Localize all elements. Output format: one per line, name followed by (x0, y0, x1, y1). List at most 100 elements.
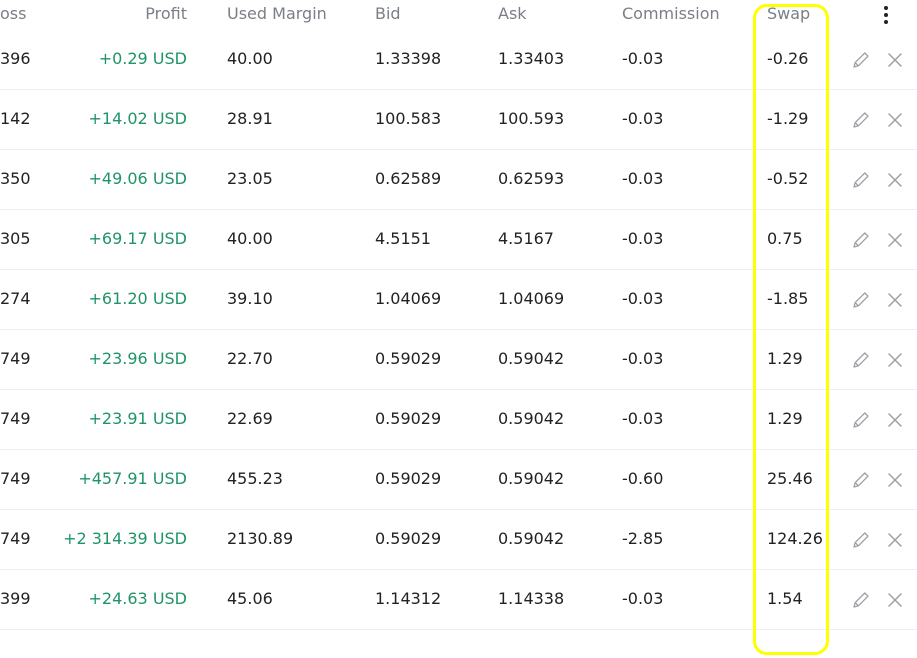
cell-bid: 1.14312 (375, 589, 442, 608)
column-header-used-margin[interactable]: Used Margin (227, 4, 327, 23)
cell-bid: 1.04069 (375, 289, 442, 308)
close-icon[interactable] (885, 230, 905, 250)
cell-commission: -0.03 (622, 349, 664, 368)
cell-used-margin: 22.70 (227, 349, 273, 368)
cell-ask: 1.14338 (498, 589, 565, 608)
cell-swap: 1.29 (767, 409, 803, 428)
cell-swap: -1.29 (767, 109, 809, 128)
cell-swap: 1.29 (767, 349, 803, 368)
cell-swap: 0.75 (767, 229, 803, 248)
close-icon[interactable] (885, 470, 905, 490)
close-icon[interactable] (885, 410, 905, 430)
cell-loss: 399 (0, 589, 31, 608)
pencil-icon[interactable] (851, 110, 871, 130)
cell-commission: -0.03 (622, 229, 664, 248)
cell-profit: +61.20 USD (88, 289, 187, 308)
cell-profit: +24.63 USD (88, 589, 187, 608)
pencil-icon[interactable] (851, 530, 871, 550)
close-icon[interactable] (885, 170, 905, 190)
cell-bid: 4.5151 (375, 229, 431, 248)
cell-swap: 25.46 (767, 469, 813, 488)
table-row[interactable]: 749 +457.91 USD 455.23 0.59029 0.59042 -0.60 2… (0, 450, 917, 510)
cell-loss: 305 (0, 229, 31, 248)
more-vertical-icon[interactable] (878, 4, 894, 26)
cell-loss: 749 (0, 349, 31, 368)
cell-bid: 0.59029 (375, 529, 442, 548)
close-icon[interactable] (885, 350, 905, 370)
table-row[interactable]: 274 +61.20 USD 39.10 1.04069 1.04069 -0.03 -1.… (0, 270, 917, 330)
table-row[interactable]: 396 +0.29 USD 40.00 1.33398 1.33403 -0.03 -0.2… (0, 30, 917, 90)
column-header-bid[interactable]: Bid (375, 4, 401, 23)
cell-used-margin: 40.00 (227, 49, 273, 68)
cell-ask: 0.59042 (498, 469, 565, 488)
table-row[interactable]: 749 +23.91 USD 22.69 0.59029 0.59042 -0.03 1.2… (0, 390, 917, 450)
cell-profit: +69.17 USD (88, 229, 187, 248)
column-header-loss[interactable]: oss (0, 4, 27, 23)
cell-ask: 0.59042 (498, 409, 565, 428)
cell-commission: -2.85 (622, 529, 664, 548)
cell-loss: 749 (0, 409, 31, 428)
cell-swap: 124.26 (767, 529, 823, 548)
cell-loss: 749 (0, 529, 31, 548)
cell-used-margin: 23.05 (227, 169, 273, 188)
cell-profit: +14.02 USD (88, 109, 187, 128)
cell-used-margin: 40.00 (227, 229, 273, 248)
cell-bid: 0.59029 (375, 349, 442, 368)
table-row[interactable]: 399 +24.63 USD 45.06 1.14312 1.14338 -0.03 1.5… (0, 570, 917, 630)
cell-swap: -0.52 (767, 169, 809, 188)
cell-ask: 100.593 (498, 109, 565, 128)
cell-bid: 0.59029 (375, 409, 442, 428)
table-header: oss Profit Used Margin Bid Ask Commissio… (0, 0, 917, 30)
cell-swap: -0.26 (767, 49, 809, 68)
table-row[interactable]: 749 +2 314.39 USD 2130.89 0.59029 0.59042 -2.… (0, 510, 917, 570)
table-row[interactable]: 749 +23.96 USD 22.70 0.59029 0.59042 -0.03 1.2… (0, 330, 917, 390)
cell-profit: +0.29 USD (98, 49, 187, 68)
pencil-icon[interactable] (851, 170, 871, 190)
cell-ask: 1.33403 (498, 49, 565, 68)
table-row[interactable]: 142 +14.02 USD 28.91 100.583 100.593 -0.03 -1.… (0, 90, 917, 150)
cell-bid: 1.33398 (375, 49, 442, 68)
cell-ask: 0.59042 (498, 529, 565, 548)
cell-ask: 4.5167 (498, 229, 554, 248)
pencil-icon[interactable] (851, 470, 871, 490)
pencil-icon[interactable] (851, 410, 871, 430)
column-header-commission[interactable]: Commission (622, 4, 720, 23)
cell-commission: -0.03 (622, 409, 664, 428)
cell-commission: -0.03 (622, 589, 664, 608)
cell-commission: -0.60 (622, 469, 664, 488)
close-icon[interactable] (885, 110, 905, 130)
cell-bid: 0.59029 (375, 469, 442, 488)
close-icon[interactable] (885, 290, 905, 310)
cell-profit: +23.96 USD (88, 349, 187, 368)
cell-profit: +23.91 USD (88, 409, 187, 428)
cell-swap: -1.85 (767, 289, 809, 308)
cell-bid: 100.583 (375, 109, 442, 128)
column-header-profit[interactable]: Profit (145, 4, 187, 23)
column-header-ask[interactable]: Ask (498, 4, 527, 23)
cell-bid: 0.62589 (375, 169, 442, 188)
cell-profit: +2 314.39 USD (63, 529, 187, 548)
pencil-icon[interactable] (851, 350, 871, 370)
cell-commission: -0.03 (622, 169, 664, 188)
cell-used-margin: 39.10 (227, 289, 273, 308)
cell-used-margin: 2130.89 (227, 529, 294, 548)
table-row[interactable]: 305 +69.17 USD 40.00 4.5151 4.5167 -0.03 0.75 (0, 210, 917, 270)
pencil-icon[interactable] (851, 50, 871, 70)
close-icon[interactable] (885, 50, 905, 70)
cell-commission: -0.03 (622, 289, 664, 308)
cell-ask: 0.62593 (498, 169, 565, 188)
cell-commission: -0.03 (622, 109, 664, 128)
close-icon[interactable] (885, 590, 905, 610)
table-row[interactable]: 350 +49.06 USD 23.05 0.62589 0.62593 -0.03 -0.… (0, 150, 917, 210)
cell-ask: 0.59042 (498, 349, 565, 368)
cell-loss: 142 (0, 109, 31, 128)
pencil-icon[interactable] (851, 590, 871, 610)
pencil-icon[interactable] (851, 230, 871, 250)
close-icon[interactable] (885, 530, 905, 550)
pencil-icon[interactable] (851, 290, 871, 310)
column-header-swap[interactable]: Swap (767, 4, 811, 23)
cell-profit: +457.91 USD (78, 469, 187, 488)
cell-used-margin: 28.91 (227, 109, 273, 128)
cell-used-margin: 455.23 (227, 469, 283, 488)
cell-loss: 274 (0, 289, 31, 308)
